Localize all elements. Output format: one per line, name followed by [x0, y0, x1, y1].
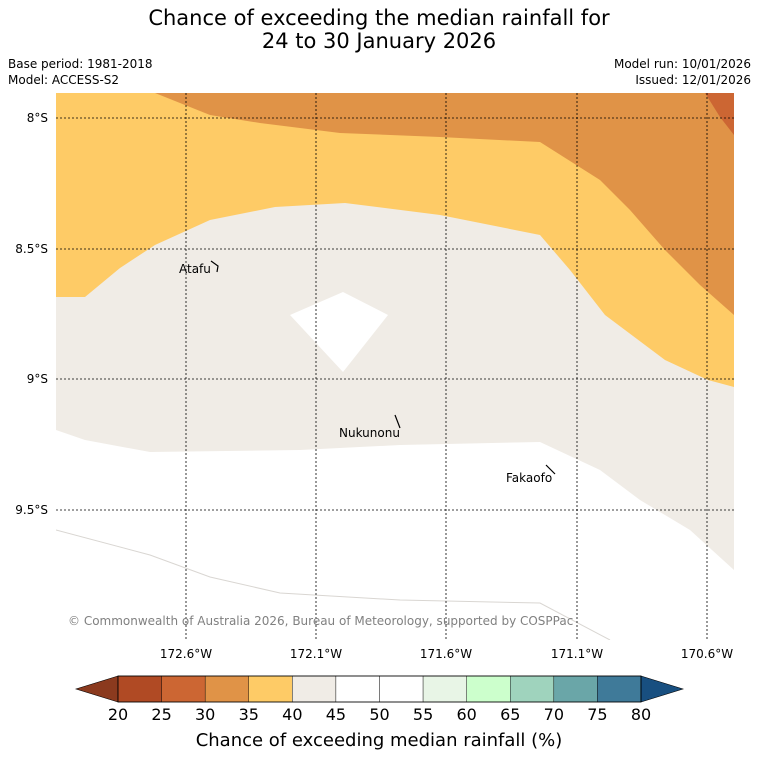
hole-45-55: [290, 292, 388, 372]
colorbar-tick-60: 60: [456, 705, 477, 724]
colorbar-tick-55: 55: [412, 705, 434, 724]
colorbar-tick-50: 50: [369, 705, 390, 724]
place-atafu: Atafu: [179, 262, 211, 276]
colorbar-tick-70: 70: [543, 705, 564, 724]
issued-date: Issued: 12/01/2026: [635, 73, 751, 87]
colorbar-bin-65-70: [510, 675, 555, 703]
map-area: [56, 93, 734, 640]
colorbar-bin-70-75: [553, 675, 598, 703]
lat-label-8s: 8°S: [26, 111, 48, 125]
colorbar-bin-30-35: [204, 675, 249, 703]
colorbar-tick-75: 75: [587, 705, 608, 724]
lon-label-172-6w: 172.6°W: [159, 647, 213, 661]
colorbar-extend-high: [640, 675, 685, 703]
chart-title-line1: Chance of exceeding the median rainfall …: [148, 6, 610, 30]
chart-title-line2: 24 to 30 January 2026: [261, 29, 497, 53]
region-25-30: [705, 93, 734, 135]
coastline-outline: [56, 529, 611, 640]
colorbar-extend-low: [74, 675, 119, 703]
colorbar-bin-35-40: [248, 675, 293, 703]
colorbar-frame: [117, 675, 642, 703]
colorbar-bin-20-25: [117, 675, 162, 703]
lon-label-171-1w: 171.1°W: [550, 647, 604, 661]
region-35-40: [56, 93, 734, 387]
place-nukunonu: Nukunonu: [339, 426, 400, 440]
model-name: Model: ACCESS-S2: [8, 73, 120, 87]
colorbar-tick-20: 20: [107, 705, 129, 724]
nukunonu-island: [394, 414, 401, 429]
lat-label-8-5s: 8.5°S: [15, 242, 48, 256]
atafu-island: [210, 260, 219, 273]
region-30-35: [155, 93, 734, 315]
colorbar-bin-40-45: [292, 675, 337, 703]
colorbar-tick-80: 80: [630, 705, 652, 724]
lon-label-172-1w: 172.1°W: [289, 647, 343, 661]
colorbar-bin-75-80: [597, 675, 642, 703]
colorbar-bin-55-60: [422, 675, 467, 703]
model-run: Model run: 10/01/2026: [613, 57, 751, 71]
colorbar: [74, 675, 685, 703]
credit-text: © Commonwealth of Australia 2026, Bureau…: [68, 614, 574, 628]
island-outlines: [210, 260, 556, 475]
colorbar-tick-40: 40: [282, 705, 303, 724]
lon-label-170-6w: 170.6°W: [680, 647, 734, 661]
lon-label-171-6w: 171.6°W: [419, 647, 473, 661]
colorbar-bin-60-65: [466, 675, 511, 703]
lat-label-9s: 9°S: [26, 372, 48, 386]
base-period: Base period: 1981-2018: [8, 57, 153, 71]
colorbar-tick-35: 35: [238, 705, 259, 724]
colorbar-tick-30: 30: [194, 705, 216, 724]
colorbar-tick-45: 45: [325, 705, 347, 724]
place-fakaofo: Fakaofo: [506, 471, 553, 485]
colorbar-bin-45-50: [335, 675, 380, 703]
colorbar-bin-25-30: [161, 675, 206, 703]
colorbar-tick-65: 65: [500, 705, 521, 724]
gridlines: [56, 93, 734, 640]
colorbar-title: Chance of exceeding median rainfall (%): [195, 730, 563, 751]
fakaofo-island: [545, 464, 556, 475]
colorbar-bin-50-55: [379, 675, 424, 703]
lat-label-9-5s: 9.5°S: [15, 503, 48, 517]
colorbar-tick-25: 25: [151, 705, 172, 724]
